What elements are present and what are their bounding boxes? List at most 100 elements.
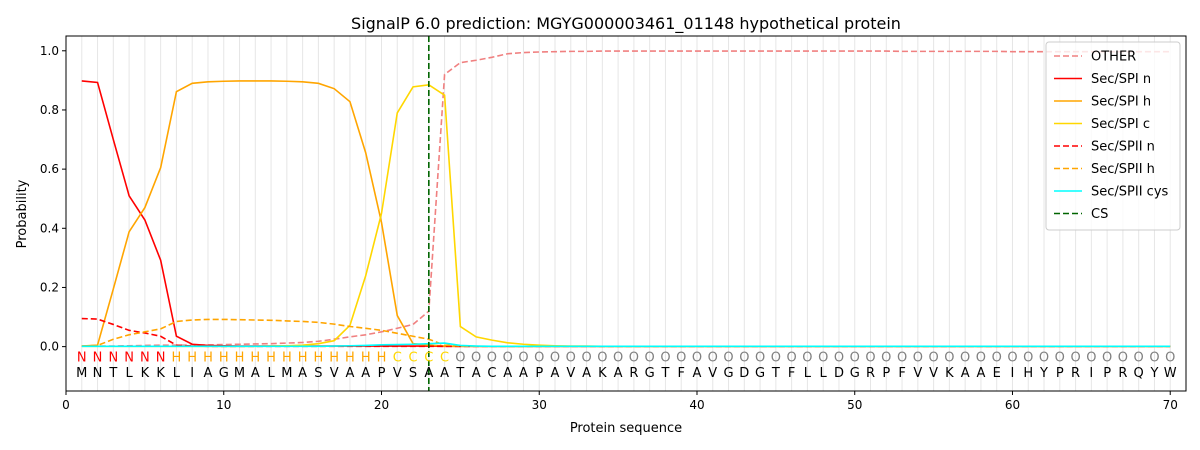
region-label: O [597,350,607,365]
sequence-residue: K [945,366,954,381]
sequence-residue: R [1071,366,1080,381]
sequence-residue: G [219,366,229,381]
sequence-residue: I [190,366,194,381]
region-label: O [960,350,970,365]
region-label: H [172,350,182,365]
sequence-residue: F [677,366,684,381]
x-tick-label: 0 [62,398,70,412]
sequence-residue: V [929,366,938,381]
sequence-residue: M [281,366,292,381]
legend-label: Sec/SPI h [1091,95,1151,110]
region-label: O [1039,350,1049,365]
x-tick-label: 10 [216,398,231,412]
region-label: O [455,350,465,365]
region-label: H [203,350,213,365]
sequence-residue: M [234,366,245,381]
sequence-residue: A [961,366,970,381]
sequence-residue: A [440,366,449,381]
sequence-residue: A [519,366,528,381]
sequence-residue: K [156,366,165,381]
sequence-residue: A [503,366,512,381]
sequence-residue: A [693,366,702,381]
sequence-residue: L [804,366,812,381]
region-label: O [1086,350,1096,365]
sequence-residue: V [708,366,717,381]
sequence-residue: A [976,366,985,381]
y-tick-label: 0.4 [40,221,59,235]
sequence-residue: G [645,366,655,381]
region-label: O [1134,350,1144,365]
sequence-residue: G [755,366,765,381]
legend: OTHER Sec/SPI n Sec/SPI h Sec/SPI c Sec/SPII… [1045,41,1181,231]
legend-label: Sec/SPI c [1091,117,1150,132]
legend-label: Sec/SPII cys [1091,185,1169,200]
region-label: O [471,350,481,365]
region-label: O [771,350,781,365]
legend-box [1045,41,1181,231]
region-label: O [787,350,797,365]
x-tick-label: 40 [689,398,704,412]
region-label: O [518,350,528,365]
region-label: C [440,350,449,365]
sequence-residue: N [93,366,103,381]
region-label: O [1023,350,1033,365]
legend-label: CS [1091,207,1108,222]
region-label: H [377,350,387,365]
region-label: O [581,350,591,365]
sequence-residue: P [378,366,386,381]
region-label: O [1149,350,1159,365]
sequence-residue: F [898,366,905,381]
region-label: H [250,350,260,365]
sequence-residue: Y [1149,366,1158,381]
region-label: H [266,350,276,365]
region-label: O [660,350,670,365]
region-label: O [1007,350,1017,365]
region-label: O [708,350,718,365]
sequence-residue: A [361,366,370,381]
x-axis-ticks: 0 10 20 30 40 50 60 70 [62,391,1178,412]
region-label: O [755,350,765,365]
region-label: O [802,350,812,365]
region-label: H [282,350,292,365]
sequence-residue: M [76,366,87,381]
sequence-residue: D [834,366,844,381]
sequence-residue: D [739,366,749,381]
sequence-residue: R [866,366,875,381]
plot-frame [65,35,1187,392]
region-label: H [345,350,355,365]
x-tick-label: 30 [532,398,547,412]
series-line-sec-spii-cys [81,342,1171,348]
region-label: O [723,350,733,365]
sequence-residue: A [551,366,560,381]
y-tick-label: 0.2 [40,280,59,294]
region-label: O [913,350,923,365]
region-label: H [235,350,245,365]
sequence-residue: I [1089,366,1093,381]
region-label: O [676,350,686,365]
legend-label: OTHER [1091,50,1136,65]
sequence-residue: C [487,366,496,381]
y-tick-label: 0.8 [40,103,59,117]
region-label: O [834,350,844,365]
region-label: O [818,350,828,365]
sequence-residue: L [820,366,828,381]
sequence-residue: P [535,366,543,381]
region-label: O [1102,350,1112,365]
sequence-residue: G [850,366,860,381]
sequence-residue: A [614,366,623,381]
sequence-residue: V [913,366,922,381]
grid-lines [81,36,1171,391]
sequence-residue: S [314,366,322,381]
series-line-sec-spii-h [81,318,1171,348]
region-label: H [314,350,324,365]
chart-title: SignalP 6.0 prediction: MGYG000003461_01… [351,14,901,34]
region-label: C [393,350,402,365]
region-label: O [992,350,1002,365]
sequence-residue: S [409,366,417,381]
y-tick-label: 0.0 [40,340,59,354]
region-label: O [692,350,702,365]
sequence-residue: A [345,366,354,381]
sequence-residue: T [660,366,669,381]
sequence-residue: V [330,366,339,381]
sequence-residue: G [723,366,733,381]
